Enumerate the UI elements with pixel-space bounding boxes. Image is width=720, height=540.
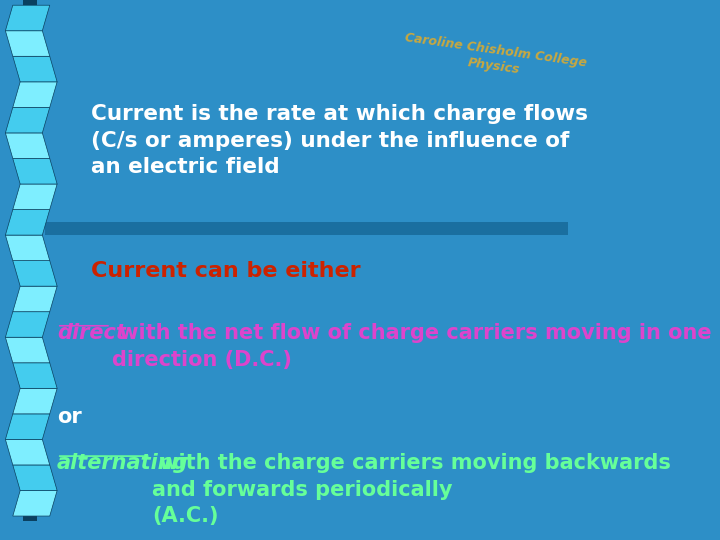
Polygon shape: [13, 184, 57, 210]
Polygon shape: [13, 388, 57, 414]
Text: Current is the rate at which charge flows
(C/s or amperes) under the influence o: Current is the rate at which charge flow…: [91, 104, 588, 177]
FancyBboxPatch shape: [23, 0, 37, 521]
Polygon shape: [13, 261, 57, 286]
Polygon shape: [6, 338, 50, 363]
Polygon shape: [6, 107, 50, 133]
Polygon shape: [13, 286, 57, 312]
Polygon shape: [6, 440, 50, 465]
Text: with the charge carriers moving backwards
and forwards periodically
(A.C.): with the charge carriers moving backward…: [153, 454, 671, 526]
Polygon shape: [6, 414, 50, 440]
Polygon shape: [6, 133, 50, 158]
Polygon shape: [13, 490, 57, 516]
Polygon shape: [6, 312, 50, 338]
Polygon shape: [6, 5, 50, 31]
Text: or: or: [57, 407, 81, 427]
Text: direct: direct: [57, 323, 126, 343]
Polygon shape: [13, 465, 57, 490]
Polygon shape: [6, 31, 50, 56]
Polygon shape: [6, 235, 50, 261]
Polygon shape: [13, 158, 57, 184]
Polygon shape: [13, 56, 57, 82]
Polygon shape: [13, 363, 57, 388]
FancyBboxPatch shape: [45, 221, 569, 234]
Polygon shape: [6, 210, 50, 235]
Text: Caroline Chisholm College
Physics: Caroline Chisholm College Physics: [402, 31, 588, 85]
Text: Current can be either: Current can be either: [91, 261, 361, 281]
Text: alternating: alternating: [57, 454, 189, 474]
Text: with the net flow of charge carriers moving in one
direction (D.C.): with the net flow of charge carriers mov…: [112, 323, 711, 369]
Polygon shape: [13, 82, 57, 107]
